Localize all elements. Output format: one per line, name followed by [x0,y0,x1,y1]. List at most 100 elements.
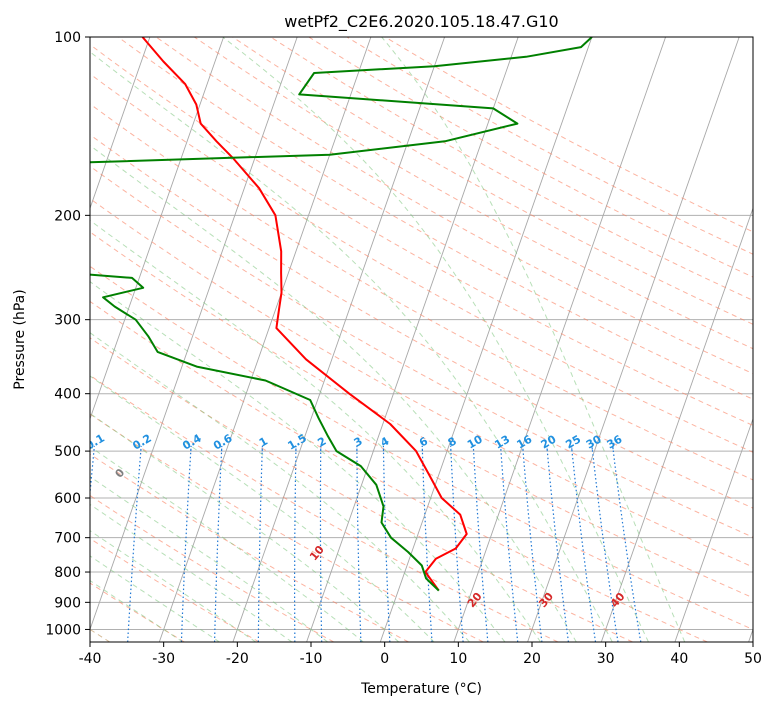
dry-adiabat-line [232,37,753,325]
moist-adiabat-line [90,281,506,642]
mixing-ratio-label: 25 [563,433,583,452]
dry-adiabat-line [90,537,260,642]
dry-adiabat-label: 0 [112,466,127,480]
y-tick-label: 500 [54,444,81,460]
isotherm-line [90,37,225,421]
y-axis-title: Pressure (hPa) [12,289,28,389]
mixing-ratio-label: 13 [492,433,512,452]
y-tick-label: 900 [54,595,81,611]
mixing-ratio-label: 16 [514,432,534,451]
y-tick-label: 400 [54,387,81,403]
dry-adiabat-line [90,453,409,642]
x-tick-label: 20 [523,651,541,667]
mixing-ratio-line [450,445,464,642]
dry-adiabat-line [90,413,484,642]
x-axis: -40 -30 -20 -10 0 10 20 30 40 50 [79,642,762,667]
moist-adiabat-line [90,530,257,642]
moist-adiabat-line [90,555,220,642]
dry-adiabat-line [90,265,753,630]
moist-adiabat-line [381,37,686,642]
x-tick-label: -10 [300,651,323,667]
mixing-ratio-label: 0.6 [211,431,235,452]
dry-adiabat-label: 10 [307,543,327,563]
mixing-ratio-label: 8 [446,435,459,450]
x-axis-title: Temperature (°C) [360,681,482,697]
x-tick-label: 30 [597,651,615,667]
dry-adiabat-label: -10 [11,437,34,461]
mixing-ratio-line [591,445,619,642]
mixing-ratio-label: 10 [465,432,485,451]
moist-adiabat-line [90,476,328,642]
temperature-profile-line [141,37,468,592]
y-tick-label: 200 [54,208,81,224]
mixing-ratio-line [421,445,433,642]
isotherm-line [158,37,372,642]
y-axis: 100 200 300 400 500 600 700 800 900 1000 [45,30,90,638]
mixing-ratio-label: 0.2 [130,432,153,453]
moist-adiabat-line [90,332,470,642]
mixing-ratio-line [180,445,192,642]
dry-adiabat-line [90,73,753,453]
mixing-ratio-line [612,445,642,642]
dry-adiabat-line [270,37,753,301]
chart-title: wetPf2_C2E6.2020.105.18.47.G10 [284,12,558,32]
mixing-ratio-line [522,445,543,642]
x-tick-label: -20 [226,651,249,667]
isotherm-line [306,37,519,642]
mixing-ratio-label: 0.4 [180,431,204,452]
moist-adiabat-line [90,51,613,642]
isotherm-line [527,37,740,642]
isotherms [0,37,753,642]
x-tick-label: 0 [380,651,389,667]
mixing-ratio-line [257,445,263,642]
dewpoint-profile-line [90,37,593,592]
mixing-ratio-line [382,445,391,642]
dry-adiabat-line [90,134,753,509]
mixing-ratio-lines [90,445,642,642]
mixing-ratio-label: 3 [352,435,365,450]
moist-adiabat-line [90,503,293,642]
mixing-ratio-label: 36 [605,432,625,451]
dry-adiabats [90,37,753,642]
x-tick-label: 10 [449,651,467,667]
x-tick-label: -30 [152,651,175,667]
dry-adiabat-line [90,300,708,642]
plot-area: 0.10.20.40.611.52346810131620253036-100-… [0,37,753,642]
dry-adiabat-line [194,37,753,350]
moist-adiabat-line [90,445,364,642]
dry-adiabat-line [90,43,753,426]
isotherm-line [232,37,446,642]
isotherm-line [600,206,753,642]
dry-adiabat-line [90,198,753,568]
isotherm-line [0,37,3,642]
dry-adiabat-line [90,231,753,599]
moist-adiabat-line [222,37,649,642]
mixing-ratio-line [356,445,362,642]
dry-adiabat-line [90,494,335,642]
y-tick-label: 100 [54,30,81,46]
x-tick-label: 50 [744,651,762,667]
isotherm-line [90,37,298,631]
moist-adiabat-line [90,219,542,642]
mixing-ratio-line [319,445,323,642]
mixing-ratio-label: 6 [417,434,430,449]
y-tick-label: 300 [54,313,81,329]
moist-adiabat-line [90,375,435,642]
mixing-ratio-label: 30 [584,432,604,451]
sounding-profiles [90,37,593,592]
dry-adiabat-label: 20 [465,590,485,610]
dry-adiabat-line [90,165,753,538]
y-tick-label: 700 [54,531,81,547]
mixing-ratio-label: 1 [257,435,270,450]
mixing-ratio-line [500,445,519,642]
dry-adiabat-line [90,374,559,642]
y-tick-label: 800 [54,565,81,581]
moist-adiabat-line [90,579,184,642]
mixing-ratio-label: 0.1 [83,432,106,453]
mixing-ratio-line [214,445,223,642]
mixing-ratio-line [294,445,297,642]
y-tick-label: 600 [54,491,81,507]
mixing-ratio-line [472,445,489,642]
dry-adiabat-line [90,103,753,481]
